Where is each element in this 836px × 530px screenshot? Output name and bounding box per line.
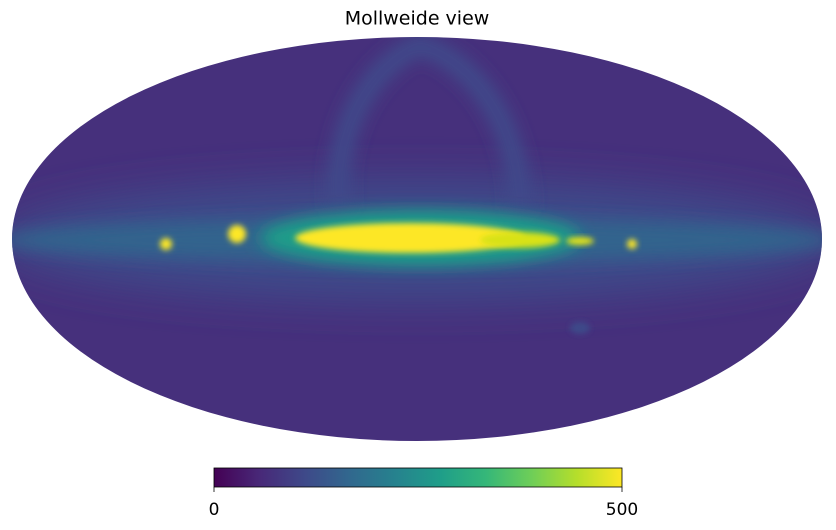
tick-label: 500 [606,500,638,520]
tick-label: 0 [209,500,220,520]
colorbar [213,467,623,488]
chart-title: Mollweide view [345,8,490,30]
sky-map [12,37,822,441]
